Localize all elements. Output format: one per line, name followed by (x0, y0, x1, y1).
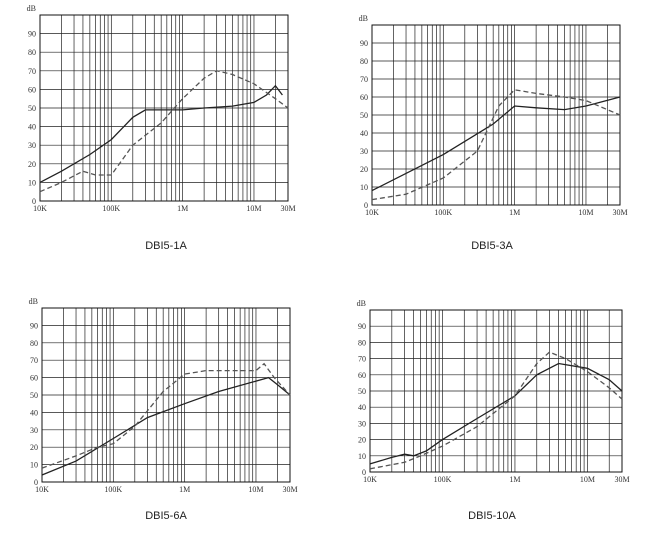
y-tick-label: 50 (360, 111, 368, 120)
y-tick-label: 70 (358, 355, 366, 364)
y-tick-label: 70 (30, 356, 38, 365)
series-line-dashed (369, 351, 623, 470)
x-tick-label: 30M (614, 475, 629, 484)
y-tick-label: 20 (30, 443, 38, 452)
y-tick-label: 80 (28, 48, 36, 57)
chart-panel-1: 0 10 20 30 40 50 60 70 80 90 dB 10K 100K 1M 10M 30M (359, 14, 628, 217)
series-line-dashed (41, 362, 291, 469)
y-unit-label: dB (357, 299, 366, 308)
caption-dbi5-3a: DBI5-3A (471, 240, 513, 252)
y-tick-label: 40 (358, 403, 366, 412)
x-tick-label: 1M (509, 208, 520, 217)
y-tick-label: 60 (360, 93, 368, 102)
y-tick-label: 60 (30, 374, 38, 383)
caption-dbi5-10a: DBI5-10A (468, 510, 516, 522)
x-tick-label: 30M (612, 208, 627, 217)
x-tick-label: 1M (177, 204, 188, 213)
y-tick-label: 60 (28, 85, 36, 94)
x-tick-label: 1M (509, 475, 520, 484)
y-tick-label: 20 (28, 160, 36, 169)
y-unit-label: dB (29, 297, 38, 306)
y-tick-label: 30 (358, 419, 366, 428)
series-line-dashed (39, 70, 289, 193)
y-tick-label: 10 (30, 461, 38, 470)
x-tick-label: 100K (434, 475, 452, 484)
x-tick-label: 100K (102, 204, 120, 213)
y-tick-label: 70 (28, 67, 36, 76)
x-tick-label: 100K (434, 208, 452, 217)
series-line-solid (371, 96, 621, 192)
x-tick-label: 1M (179, 485, 190, 494)
series-line-solid (39, 84, 283, 183)
y-tick-label: 80 (360, 57, 368, 66)
chart-panel-2: 0 10 20 30 40 50 60 70 80 90 dB 10K 100K 1M 10M 30M (29, 297, 298, 494)
y-tick-label: 30 (360, 147, 368, 156)
x-tick-label: 10M (580, 475, 595, 484)
series-line-solid (369, 362, 623, 465)
y-tick-label: 80 (30, 339, 38, 348)
y-tick-label: 10 (358, 452, 366, 461)
y-tick-label: 40 (30, 408, 38, 417)
y-tick-label: 20 (358, 436, 366, 445)
x-tick-label: 10K (365, 208, 379, 217)
caption-dbi5-1a: DBI5-1A (145, 240, 187, 252)
series-line-solid (41, 376, 291, 476)
y-tick-label: 0 (362, 468, 366, 477)
y-tick-label: 40 (360, 129, 368, 138)
y-tick-label: 0 (364, 201, 368, 210)
y-tick-label: 70 (360, 75, 368, 84)
x-tick-label: 10M (248, 485, 263, 494)
y-tick-label: 0 (34, 478, 38, 487)
x-tick-label: 10K (363, 475, 377, 484)
y-tick-label: 10 (360, 183, 368, 192)
y-tick-label: 20 (360, 165, 368, 174)
y-tick-label: 50 (30, 391, 38, 400)
caption-dbi5-6a: DBI5-6A (145, 510, 187, 522)
x-tick-label: 10M (578, 208, 593, 217)
chart-panel-0: 0 10 20 30 40 50 60 70 80 90 dB 10K 100K 1M 10M 30M (27, 4, 296, 213)
x-tick-label: 100K (104, 485, 122, 494)
y-tick-label: 90 (30, 321, 38, 330)
x-tick-label: 10K (35, 485, 49, 494)
y-tick-label: 90 (360, 39, 368, 48)
y-tick-label: 90 (28, 30, 36, 39)
y-tick-label: 90 (358, 322, 366, 331)
x-tick-label: 30M (282, 485, 297, 494)
y-tick-label: 60 (358, 371, 366, 380)
y-unit-label: dB (359, 14, 368, 23)
x-tick-label: 10M (246, 204, 261, 213)
series-line-dashed (371, 89, 621, 201)
x-tick-label: 30M (280, 204, 295, 213)
y-unit-label: dB (27, 4, 36, 13)
y-tick-label: 0 (32, 197, 36, 206)
y-tick-label: 50 (28, 104, 36, 113)
y-tick-label: 40 (28, 123, 36, 132)
y-tick-label: 30 (30, 426, 38, 435)
x-tick-label: 10K (33, 204, 47, 213)
y-tick-label: 50 (358, 387, 366, 396)
y-tick-label: 30 (28, 141, 36, 150)
y-tick-label: 10 (28, 178, 36, 187)
chart-panel-3: 0 10 20 30 40 50 60 70 80 90 dB 10K 100K 1M 10M 30M (357, 299, 630, 484)
y-tick-label: 80 (358, 338, 366, 347)
